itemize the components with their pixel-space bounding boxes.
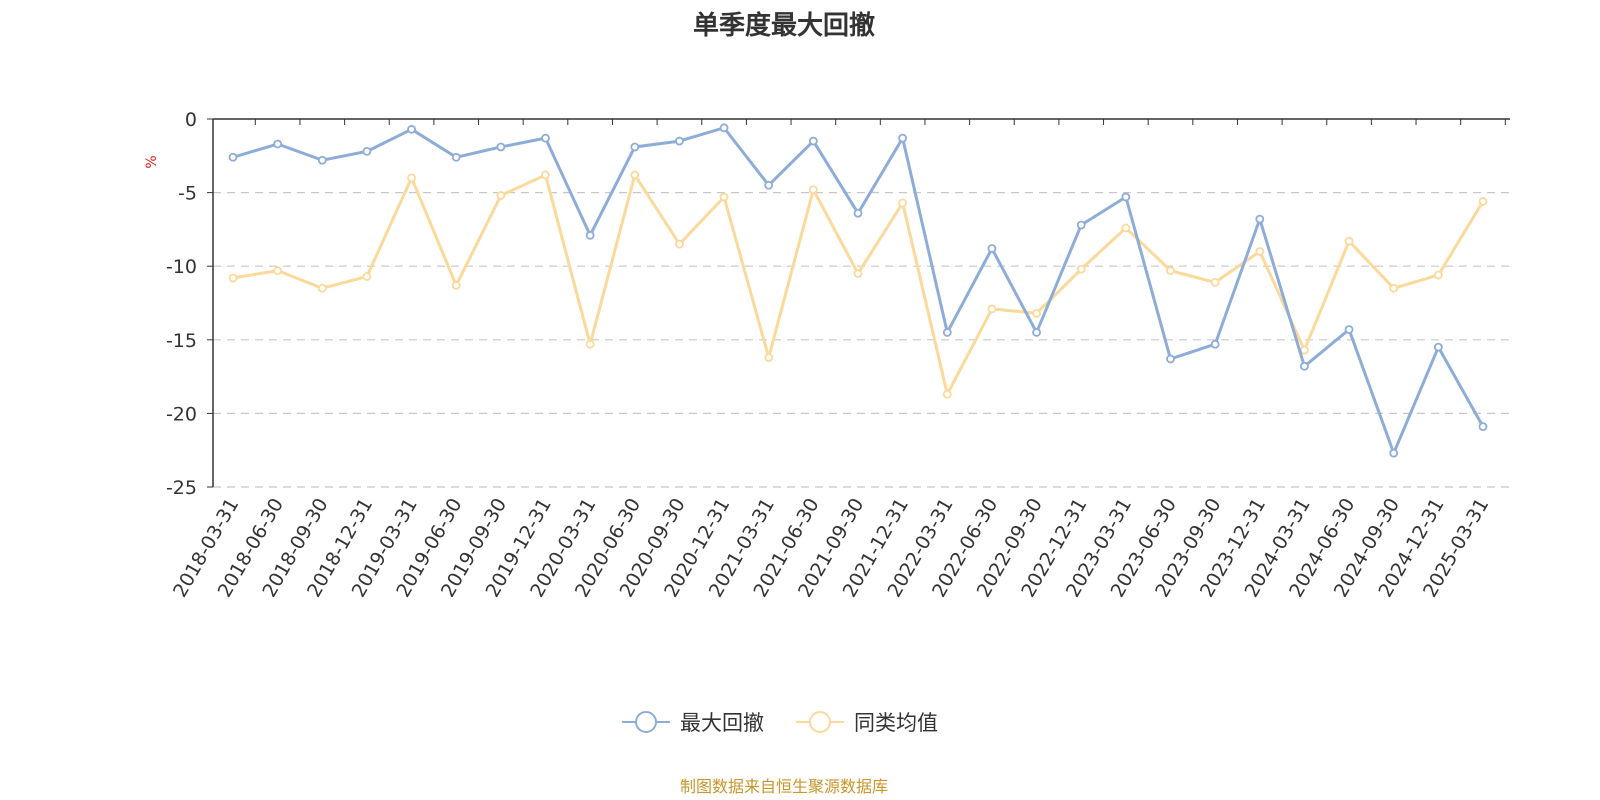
data-point[interactable] bbox=[764, 353, 774, 362]
data-point[interactable] bbox=[362, 146, 372, 156]
data-point[interactable] bbox=[273, 139, 283, 149]
data-point[interactable] bbox=[1255, 214, 1265, 224]
data-point[interactable] bbox=[451, 152, 461, 162]
y-tick-label: -25 bbox=[166, 477, 197, 499]
data-point[interactable] bbox=[1121, 192, 1131, 202]
data-point[interactable] bbox=[1166, 354, 1175, 364]
legend-label: 同类均值 bbox=[854, 711, 938, 735]
data-point[interactable] bbox=[675, 239, 684, 249]
y-tick-label: -20 bbox=[166, 403, 197, 425]
data-point[interactable] bbox=[273, 266, 283, 276]
y-tick-label: -10 bbox=[166, 256, 197, 278]
data-point[interactable] bbox=[585, 230, 595, 240]
data-point[interactable] bbox=[853, 208, 863, 218]
y-tick-label: 0 bbox=[185, 109, 197, 131]
data-point[interactable] bbox=[1433, 342, 1443, 352]
data-point[interactable] bbox=[630, 142, 640, 152]
series-0 bbox=[228, 123, 1488, 458]
data-point[interactable] bbox=[451, 280, 461, 290]
data-point[interactable] bbox=[1300, 345, 1309, 355]
data-point[interactable] bbox=[808, 136, 818, 146]
data-point[interactable] bbox=[1433, 270, 1443, 280]
data-point[interactable] bbox=[1076, 220, 1086, 230]
legend[interactable]: 最大回撤 同类均值 bbox=[622, 711, 938, 735]
data-point[interactable] bbox=[496, 142, 506, 152]
y-axis-ticks: 0 -5 -10 -15 -20 -25 bbox=[166, 109, 213, 499]
data-point[interactable] bbox=[541, 170, 550, 180]
data-point[interactable] bbox=[764, 180, 774, 190]
data-point[interactable] bbox=[1478, 197, 1488, 206]
y-axis-unit-label: % bbox=[144, 155, 160, 168]
legend-marker-icon bbox=[635, 711, 657, 733]
data-point[interactable] bbox=[1255, 247, 1265, 256]
axes bbox=[212, 118, 1510, 487]
data-point[interactable] bbox=[1210, 277, 1220, 287]
data-point[interactable] bbox=[228, 273, 238, 283]
legend-label: 最大回撤 bbox=[680, 711, 764, 735]
data-point[interactable] bbox=[228, 152, 238, 162]
data-point[interactable] bbox=[362, 272, 372, 281]
data-point[interactable] bbox=[987, 244, 997, 253]
data-point[interactable] bbox=[1344, 325, 1354, 334]
data-point[interactable] bbox=[1076, 264, 1086, 274]
grid-lines bbox=[213, 192, 1510, 488]
series-1 bbox=[228, 170, 1488, 399]
data-point[interactable] bbox=[407, 173, 416, 183]
series-group bbox=[228, 123, 1488, 458]
data-point[interactable] bbox=[808, 185, 818, 195]
series-line-1 bbox=[232, 173, 1485, 396]
data-point[interactable] bbox=[898, 198, 908, 208]
y-tick-label: -15 bbox=[166, 330, 197, 352]
data-point[interactable] bbox=[1121, 223, 1131, 233]
source-note: 制图数据来自恒生聚源数据库 bbox=[680, 777, 888, 796]
x-axis-ticks: 2018-03-312018-06-302018-09-302018-12-31… bbox=[169, 119, 1506, 601]
data-point[interactable] bbox=[1210, 339, 1220, 349]
data-point[interactable] bbox=[1032, 328, 1041, 337]
legend-item-1[interactable]: 同类均值 bbox=[796, 711, 938, 735]
data-point[interactable] bbox=[1478, 422, 1488, 432]
data-point[interactable] bbox=[585, 339, 595, 349]
data-point[interactable] bbox=[1032, 308, 1041, 318]
series-line-0 bbox=[232, 126, 1485, 455]
data-point[interactable] bbox=[942, 389, 952, 399]
data-point[interactable] bbox=[1389, 283, 1399, 293]
legend-marker-icon bbox=[809, 711, 831, 733]
chart-title: 单季度最大回撤 bbox=[693, 10, 875, 41]
data-point[interactable] bbox=[675, 136, 684, 146]
data-point[interactable] bbox=[317, 155, 327, 165]
data-point[interactable] bbox=[496, 191, 506, 200]
legend-item-0[interactable]: 最大回撤 bbox=[622, 711, 764, 735]
data-point[interactable] bbox=[987, 304, 997, 314]
data-point[interactable] bbox=[1389, 448, 1399, 458]
data-point[interactable] bbox=[1344, 236, 1354, 246]
data-point[interactable] bbox=[719, 192, 729, 202]
data-point[interactable] bbox=[719, 123, 729, 133]
data-point[interactable] bbox=[407, 124, 416, 134]
data-point[interactable] bbox=[942, 328, 952, 337]
data-point[interactable] bbox=[541, 133, 550, 143]
data-point[interactable] bbox=[317, 283, 327, 293]
data-point[interactable] bbox=[630, 170, 640, 180]
data-point[interactable] bbox=[1166, 266, 1175, 276]
data-point[interactable] bbox=[853, 269, 863, 278]
data-point[interactable] bbox=[1300, 361, 1309, 371]
data-point[interactable] bbox=[898, 133, 908, 143]
y-tick-label: -5 bbox=[178, 183, 197, 205]
